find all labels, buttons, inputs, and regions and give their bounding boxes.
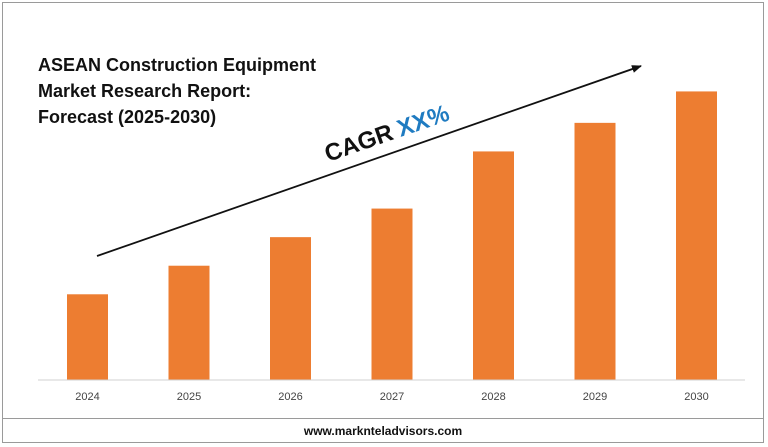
cagr-label: CAGR [321,119,397,168]
bar-2024 [67,294,108,380]
bar-2026 [270,237,311,380]
bar-2029 [574,122,616,380]
x-tick-label: 2026 [278,391,302,403]
bar-2025 [168,265,210,380]
x-tick-label: 2027 [380,391,404,403]
trend-arrow-icon [96,65,642,257]
bar-2027 [371,208,413,380]
bar-2030 [676,91,717,380]
cagr-value: XX% [394,100,453,143]
x-tick-label: 2028 [481,391,505,403]
x-tick-label: 2030 [684,391,708,403]
cagr-annotation: CAGRXX% [321,100,453,168]
bar-2028 [473,151,514,380]
x-tick-label: 2024 [75,391,99,403]
x-tick-label: 2025 [177,391,201,403]
footer-website: www.marknteladvisors.com [2,418,764,443]
x-tick-label: 2029 [583,391,607,403]
bar-chart: 2024 2025 2026 2027 2028 2029 2030 CAGRXX% [38,65,745,403]
chart-title: ASEAN Construction Equipment Market Rese… [38,55,316,127]
